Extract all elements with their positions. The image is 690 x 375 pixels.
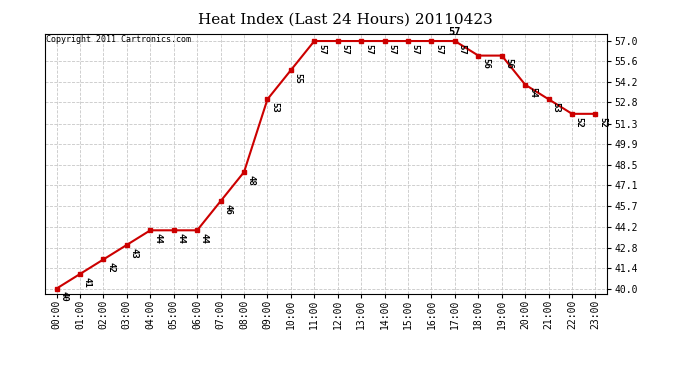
Text: 52: 52 [598,117,607,128]
Text: 56: 56 [481,58,490,69]
Text: 57: 57 [341,44,350,54]
Text: 57: 57 [448,27,461,37]
Text: 41: 41 [83,277,92,288]
Text: 54: 54 [528,87,537,98]
Text: 52: 52 [575,117,584,128]
Text: 57: 57 [434,44,443,54]
Text: 40: 40 [59,291,68,302]
Text: 57: 57 [457,44,466,54]
Text: 46: 46 [224,204,233,215]
Text: 48: 48 [247,175,256,186]
Text: 57: 57 [317,44,326,54]
Text: 55: 55 [294,73,303,84]
Text: Heat Index (Last 24 Hours) 20110423: Heat Index (Last 24 Hours) 20110423 [197,13,493,27]
Text: Copyright 2011 Cartronics.com: Copyright 2011 Cartronics.com [46,35,191,44]
Text: 57: 57 [364,44,373,54]
Text: 57: 57 [387,44,396,54]
Text: 53: 53 [270,102,279,113]
Text: 56: 56 [504,58,513,69]
Text: 44: 44 [200,233,209,244]
Text: 43: 43 [130,248,139,258]
Text: 42: 42 [106,262,115,273]
Text: 57: 57 [411,44,420,54]
Text: 44: 44 [153,233,162,244]
Text: 53: 53 [551,102,560,113]
Text: 44: 44 [177,233,186,244]
